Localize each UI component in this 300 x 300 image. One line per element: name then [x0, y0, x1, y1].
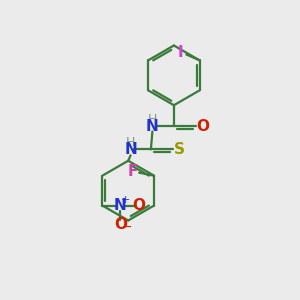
Text: I: I	[178, 45, 184, 60]
Text: O: O	[196, 118, 209, 134]
Text: H: H	[148, 113, 157, 126]
Text: +: +	[121, 195, 130, 205]
Text: N: N	[114, 198, 127, 213]
Text: S: S	[174, 142, 185, 157]
Text: H: H	[126, 136, 135, 149]
Text: O: O	[114, 217, 127, 232]
Text: N: N	[124, 142, 137, 157]
Text: O: O	[132, 198, 145, 213]
Text: −: −	[122, 220, 132, 233]
Text: F: F	[128, 164, 138, 179]
Text: N: N	[146, 118, 159, 134]
